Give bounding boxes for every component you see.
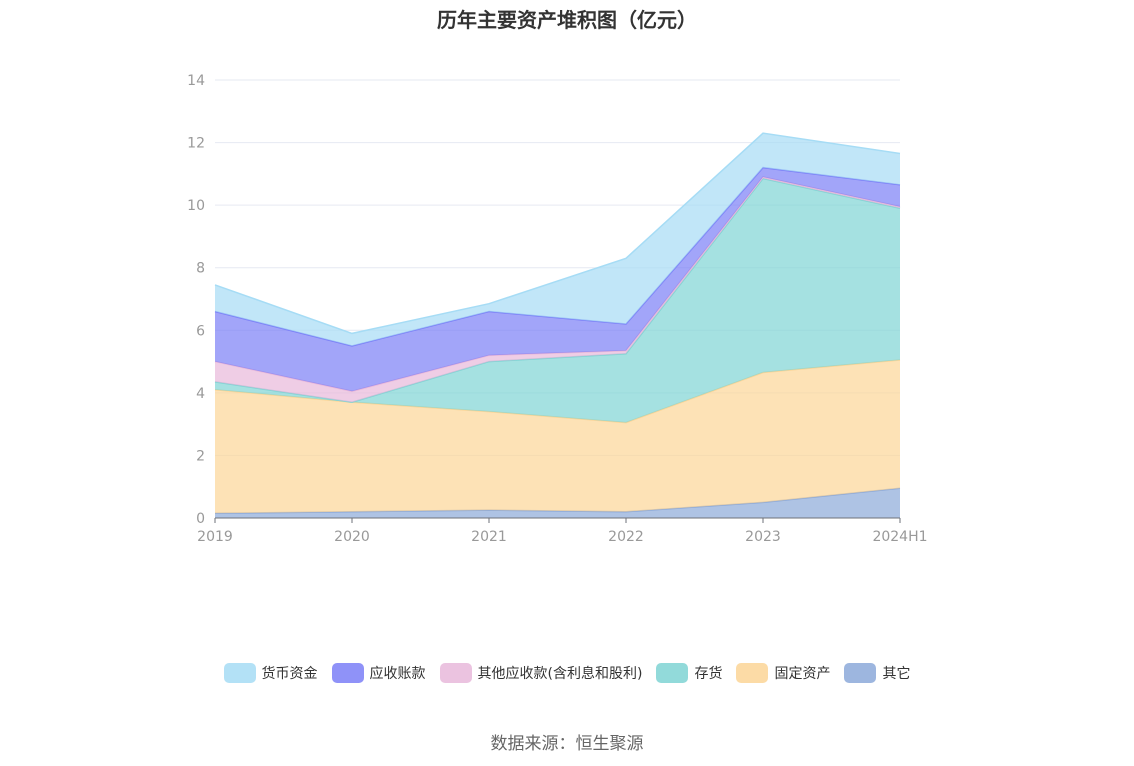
x-tick-label: 2020	[334, 529, 370, 545]
legend-swatch	[656, 663, 689, 683]
area-series-3	[215, 176, 900, 403]
y-tick-label: 8	[196, 261, 205, 277]
x-tick-label: 2024H1	[872, 529, 927, 545]
legend: 货币资金 应收账款 其他应收款(含利息和股利) 存货 固定资产 其它	[0, 663, 1134, 683]
area-edge-5	[214, 132, 901, 335]
y-tick-label: 2	[196, 448, 205, 464]
legend-swatch	[844, 663, 877, 683]
legend-item[interactable]: 应收账款	[331, 663, 426, 683]
legend-item[interactable]: 其他应收款(含利息和股利)	[439, 663, 643, 683]
x-tick-label: 2019	[197, 529, 233, 545]
legend-swatch	[223, 663, 256, 683]
area-series-2	[215, 178, 900, 423]
axis-layer: 0 2 4 6 8 10 12 14 2019 2020 2021 2022 2023 2024H1	[187, 73, 927, 545]
chart-title: 历年主要资产堆积图（亿元）	[437, 8, 697, 32]
x-tick-label: 2022	[608, 529, 644, 545]
legend-label: 货币资金	[261, 666, 318, 682]
legend-label: 其他应收款(含利息和股利)	[477, 666, 643, 682]
legend-item[interactable]: 货币资金	[223, 663, 318, 683]
x-tick-label: 2021	[471, 529, 507, 545]
area-series-5	[215, 133, 900, 346]
y-tick-label: 12	[187, 136, 205, 152]
y-tick-label: 4	[196, 386, 205, 402]
legend-label: 其它	[882, 666, 911, 682]
source-text: 数据来源：恒生聚源	[490, 734, 644, 754]
y-tick-label: 0	[196, 511, 205, 527]
y-tick-label: 10	[187, 198, 205, 214]
legend-item[interactable]: 其它	[844, 663, 910, 683]
legend-item[interactable]: 存货	[656, 663, 722, 683]
legend-swatch	[736, 663, 769, 683]
y-tick-label: 14	[187, 73, 205, 89]
y-tick-label: 6	[196, 323, 205, 339]
area-series-4	[215, 167, 900, 392]
legend-swatch	[331, 663, 364, 683]
legend-swatch	[439, 663, 472, 683]
legend-label: 应收账款	[369, 666, 426, 682]
area-series-1	[215, 360, 900, 514]
x-tick-label: 2023	[745, 529, 781, 545]
legend-label: 固定资产	[774, 666, 831, 682]
legend-label: 存货	[694, 666, 723, 682]
area-series-0	[215, 488, 900, 518]
area-layer	[214, 132, 901, 518]
stacked-area-chart: 0 2 4 6 8 10 12 14 2019 2020 2021 2022 2023 2024H1	[187, 73, 927, 545]
legend-item[interactable]: 固定资产	[736, 663, 830, 683]
